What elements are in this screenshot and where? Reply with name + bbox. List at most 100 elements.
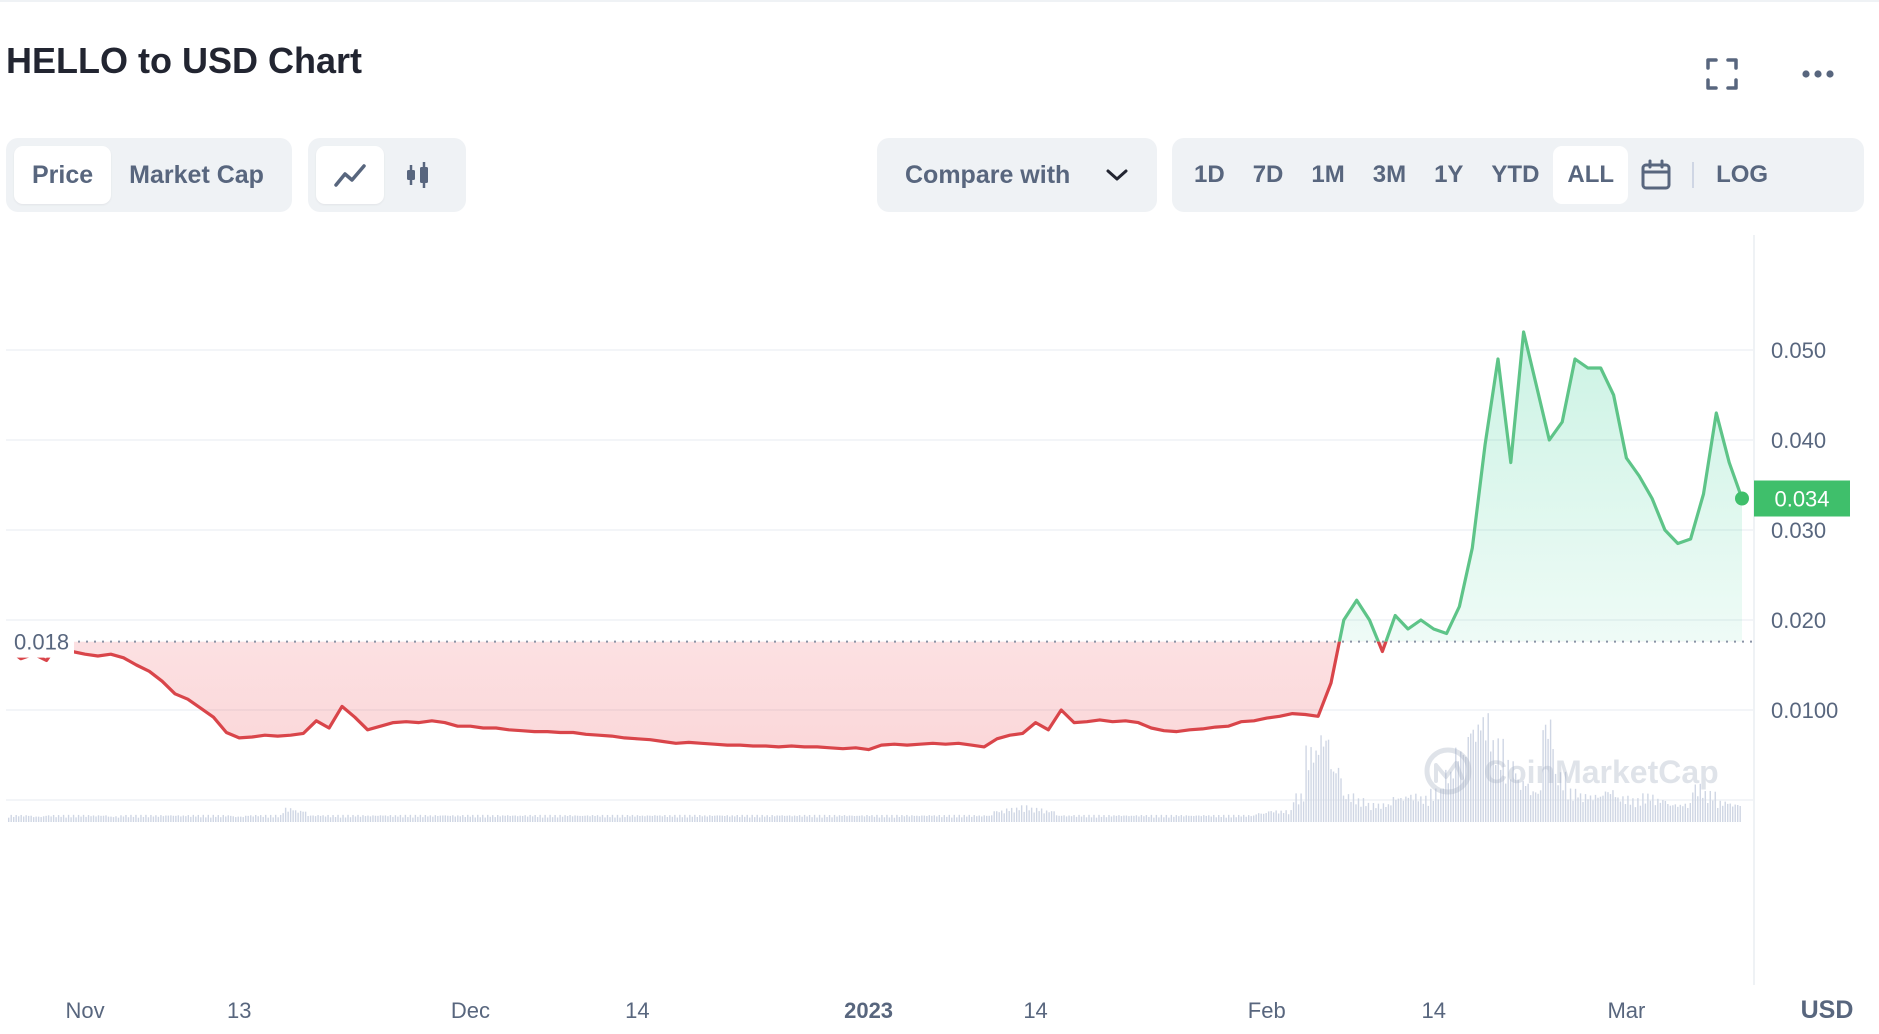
volume-bar (1065, 816, 1068, 822)
range-7d[interactable]: 7D (1252, 161, 1284, 188)
volume-bar (1120, 816, 1123, 822)
volume-bar (591, 815, 594, 822)
volume-bar (1737, 804, 1739, 822)
volume-bar (1160, 814, 1163, 822)
volume-bar (1390, 805, 1392, 822)
volume-bar (1549, 719, 1552, 822)
volume-bar (823, 814, 826, 822)
volume-bar (1692, 792, 1694, 822)
volume-bar (906, 814, 908, 822)
volume-bar (1085, 817, 1088, 822)
volume-bar (788, 815, 791, 822)
volume-bar (813, 814, 816, 822)
candlestick-button[interactable] (384, 146, 452, 204)
volume-bar (674, 814, 676, 822)
volume-bar (798, 815, 801, 822)
volume-bar (1090, 817, 1093, 822)
volume-bar (908, 816, 911, 822)
volume-bar (721, 815, 723, 822)
volume-bar (1684, 803, 1687, 822)
volume-bar (1115, 815, 1118, 822)
volume-bar (387, 816, 389, 822)
volume-bar (776, 815, 778, 822)
volume-bar (152, 816, 155, 822)
volume-bar (1000, 810, 1003, 822)
volume-bar (1043, 813, 1045, 822)
volume-bar (342, 814, 344, 822)
volume-bar (1110, 816, 1113, 822)
volume-bar (1347, 794, 1350, 822)
volume-bar (42, 816, 45, 822)
volume-bar (392, 816, 394, 822)
volume-bar (833, 814, 836, 822)
volume-bar (1477, 724, 1479, 822)
volume-bar (576, 815, 579, 822)
volume-bar (606, 814, 609, 822)
more-icon (1802, 70, 1834, 78)
volume-bar (1245, 816, 1247, 822)
volume-bar (1420, 796, 1422, 822)
volume-bar (322, 815, 324, 822)
volume-bar (566, 816, 569, 822)
volume-bar (1033, 812, 1035, 822)
price-chart[interactable]: CoinMarketCap 0.050 0.040 0.030 0.020 0.0100… (0, 230, 1879, 1034)
volume-bar (1210, 816, 1212, 822)
volume-bar (868, 816, 871, 822)
range-1y[interactable]: 1Y (1434, 161, 1464, 188)
volume-bar (137, 817, 140, 822)
fullscreen-button[interactable] (1700, 52, 1744, 96)
volume-bar (1068, 815, 1070, 822)
tab-market-cap[interactable]: Market Cap (129, 160, 264, 189)
volume-bar (766, 815, 768, 822)
volume-bar (1340, 778, 1342, 822)
volume-bar (397, 816, 399, 822)
volume-bar (559, 814, 561, 822)
volume-bar (586, 815, 589, 822)
volume-bar (200, 817, 202, 822)
compare-with-label: Compare with (905, 160, 1071, 189)
tab-price[interactable]: Price (14, 146, 112, 204)
volume-bar (319, 815, 322, 822)
volume-bar (621, 814, 624, 822)
range-ytd[interactable]: YTD (1491, 161, 1540, 188)
volume-bar (489, 816, 491, 822)
range-1m[interactable]: 1M (1311, 161, 1345, 188)
volume-bar (250, 815, 252, 822)
more-options-button[interactable] (1796, 52, 1840, 96)
volume-bar (1352, 793, 1355, 822)
volume-bar (1215, 817, 1217, 822)
volume-bar (1305, 745, 1307, 822)
volume-bar (472, 814, 474, 822)
volume-bar (1170, 814, 1173, 822)
volume-bar (1649, 800, 1652, 822)
volume-bar (649, 815, 651, 822)
range-3m[interactable]: 3M (1372, 161, 1407, 188)
y-axis: 0.050 0.040 0.030 0.020 0.0100 (1771, 338, 1838, 723)
volume-bar (1228, 814, 1230, 822)
volume-bar (803, 814, 806, 822)
volume-bar (374, 815, 377, 822)
volume-bar (1013, 812, 1015, 822)
volume-bar (459, 816, 461, 822)
range-all[interactable]: ALL (1553, 146, 1629, 204)
line-chart-button[interactable] (316, 146, 384, 204)
volume-bar (1584, 794, 1587, 822)
date-range-button[interactable] (1628, 146, 1684, 204)
volume-bar (1350, 801, 1352, 822)
volume-bar (327, 814, 329, 822)
volume-bar (40, 817, 42, 822)
volume-bar (1125, 815, 1128, 822)
volume-bar (1537, 793, 1539, 822)
volume-bar (1634, 807, 1637, 822)
volume-bar (1095, 817, 1098, 822)
volume-bar (1702, 797, 1704, 822)
volume-bar (806, 816, 808, 822)
log-scale-toggle[interactable]: LOG (1716, 161, 1769, 188)
volume-bar (1494, 765, 1497, 822)
volume-bar (763, 816, 766, 822)
volume-bar (192, 814, 195, 822)
volume-bar (554, 814, 556, 822)
y-tick-label: 0.030 (1771, 518, 1826, 543)
compare-with-dropdown[interactable]: Compare with (877, 138, 1157, 212)
range-1d[interactable]: 1D (1194, 161, 1225, 188)
